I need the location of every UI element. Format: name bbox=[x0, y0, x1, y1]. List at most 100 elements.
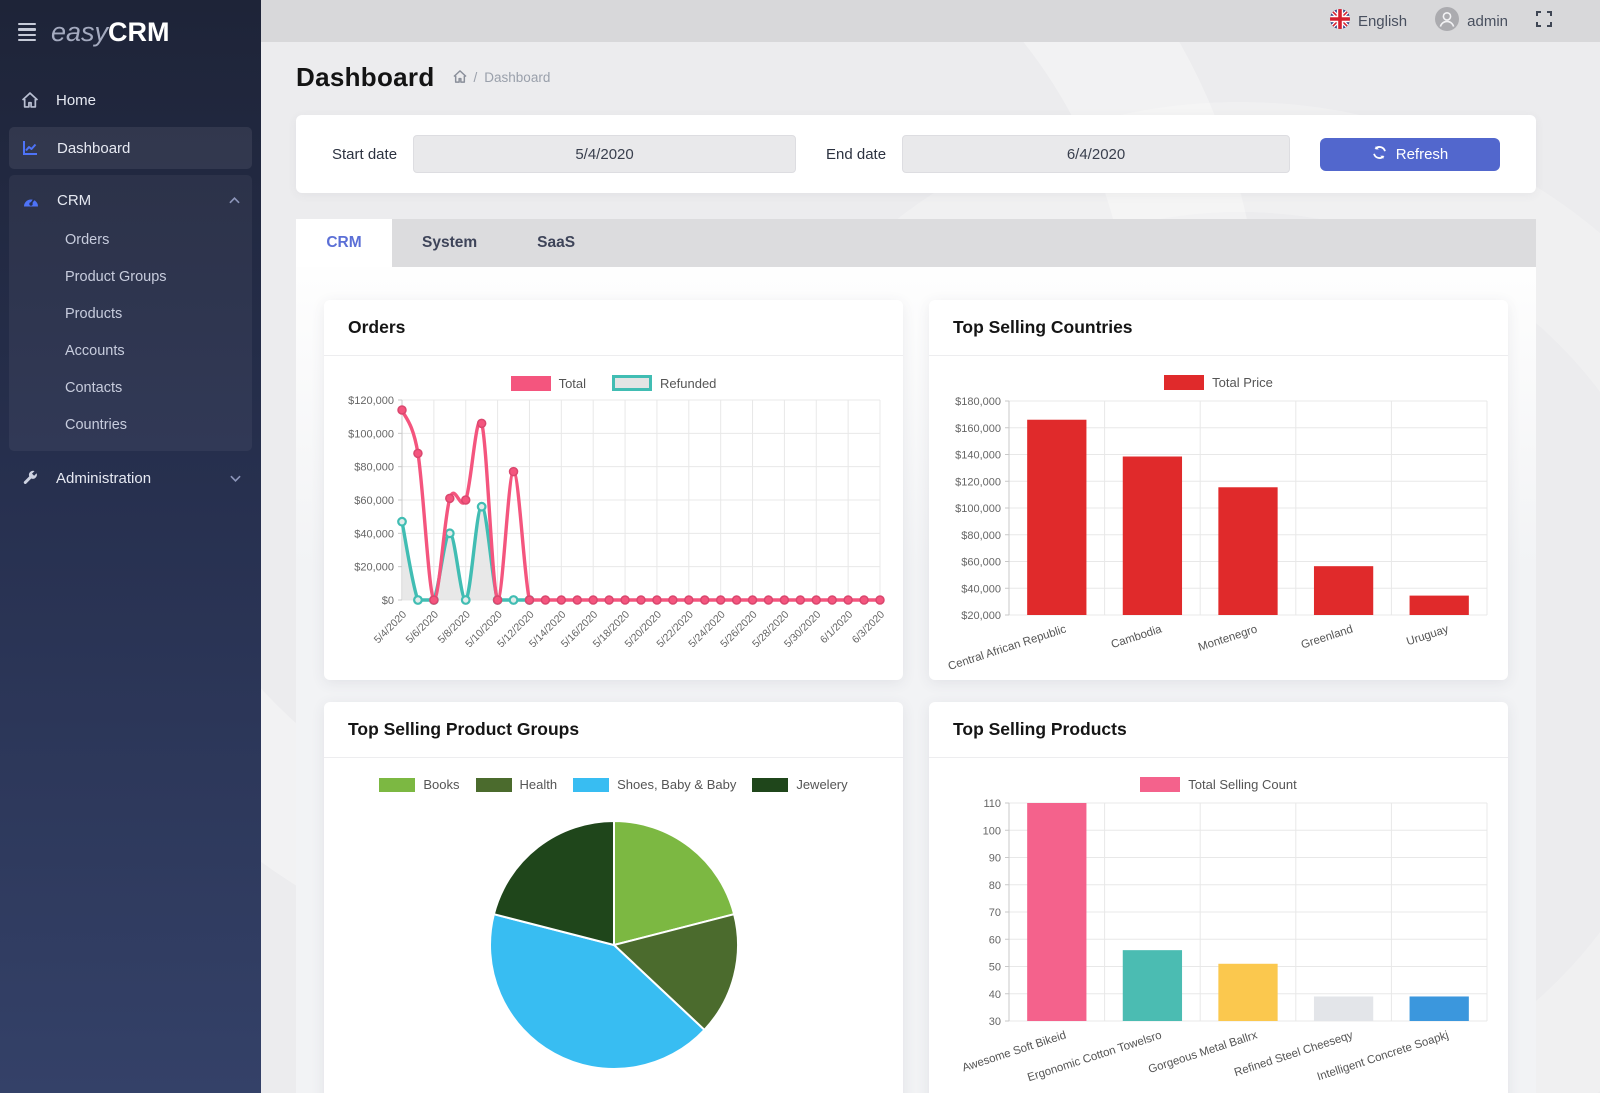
total-swatch bbox=[510, 375, 551, 391]
svg-text:$80,000: $80,000 bbox=[961, 530, 1001, 542]
content: Dashboard / Dashboard Start date End dat… bbox=[261, 42, 1600, 1093]
tab-system[interactable]: System bbox=[422, 234, 478, 251]
svg-text:$120,000: $120,000 bbox=[348, 395, 394, 407]
sidebar-item-label: Administration bbox=[56, 469, 152, 487]
orders-legend: Total Refunded bbox=[334, 375, 893, 391]
svg-text:6/1/2020: 6/1/2020 bbox=[817, 609, 854, 646]
svg-text:5/4/2020: 5/4/2020 bbox=[371, 609, 408, 646]
svg-text:80: 80 bbox=[988, 880, 1000, 892]
legend-item-total-price[interactable]: Total Price bbox=[1164, 375, 1273, 390]
chevron-down-icon bbox=[230, 475, 241, 482]
sidebar-item-label: Home bbox=[56, 91, 97, 109]
countries-bar-chart: $20,000 $40,000 $60,000 $80,000 $100,000 $120… bbox=[939, 391, 1498, 673]
svg-text:$180,000: $180,000 bbox=[955, 396, 1001, 408]
sidebar-subitem-accounts[interactable]: Accounts bbox=[65, 342, 125, 359]
tab-content: Orders Total Refunded $0 $20,000 $40,000 $6… bbox=[296, 267, 1536, 1093]
legend-item-refunded[interactable]: Refunded bbox=[612, 375, 716, 391]
wrench-icon bbox=[20, 470, 39, 486]
svg-text:$60,000: $60,000 bbox=[354, 495, 394, 507]
svg-text:$0: $0 bbox=[381, 595, 393, 607]
svg-text:90: 90 bbox=[988, 853, 1000, 865]
app-logo[interactable]: easyCRM bbox=[51, 17, 170, 47]
orders-card: Orders Total Refunded $0 $20,000 $40,000 $6… bbox=[324, 300, 903, 680]
chart-line-icon bbox=[21, 140, 40, 156]
card-title: Top Selling Countries bbox=[953, 317, 1133, 337]
top-selling-products-card: Top Selling Products Total Selling Count… bbox=[929, 702, 1508, 1093]
svg-text:$100,000: $100,000 bbox=[955, 503, 1001, 515]
hamburger-menu-icon[interactable] bbox=[18, 22, 36, 42]
health-swatch bbox=[475, 777, 512, 792]
svg-text:$60,000: $60,000 bbox=[961, 557, 1001, 569]
legend-item-shoes-baby[interactable]: Shoes, Baby & Baby bbox=[573, 777, 736, 792]
card-title: Orders bbox=[348, 317, 406, 337]
svg-text:5/6/2020: 5/6/2020 bbox=[403, 609, 440, 646]
svg-text:70: 70 bbox=[988, 907, 1000, 919]
sidebar-group-crm: CRM Orders Product Groups Products Accou… bbox=[9, 175, 252, 451]
logo-prefix: easy bbox=[51, 17, 109, 47]
legend-item-books[interactable]: Books bbox=[379, 777, 460, 792]
breadcrumb-current: Dashboard bbox=[484, 70, 551, 85]
user-menu[interactable]: admin bbox=[1435, 7, 1508, 35]
jewelery-swatch bbox=[752, 777, 789, 792]
top-selling-product-groups-card: Top Selling Product Groups Books Health bbox=[324, 702, 903, 1093]
svg-text:30: 30 bbox=[988, 1016, 1000, 1028]
svg-text:$160,000: $160,000 bbox=[955, 423, 1001, 435]
card-title: Top Selling Product Groups bbox=[348, 719, 580, 739]
legend-item-health[interactable]: Health bbox=[475, 777, 557, 792]
end-date-input[interactable] bbox=[902, 135, 1290, 173]
svg-text:6/3/2020: 6/3/2020 bbox=[849, 609, 886, 646]
books-swatch bbox=[379, 777, 416, 792]
avatar bbox=[1435, 7, 1460, 35]
svg-text:$140,000: $140,000 bbox=[955, 450, 1001, 462]
language-label: English bbox=[1357, 12, 1408, 30]
sidebar-subitem-product-groups[interactable]: Product Groups bbox=[65, 268, 167, 285]
sidebar-subitem-orders[interactable]: Orders bbox=[65, 231, 110, 248]
svg-text:50: 50 bbox=[988, 962, 1000, 974]
products-bar-chart: 30 40 50 60 70 80 90 100 110 Awesome Soft Bikeid E… bbox=[939, 793, 1498, 1093]
uk-flag-icon bbox=[1329, 9, 1350, 33]
svg-text:$120,000: $120,000 bbox=[955, 476, 1001, 488]
page-title: Dashboard bbox=[296, 62, 435, 92]
sidebar-item-administration[interactable]: Administration bbox=[0, 457, 261, 499]
countries-legend: Total Price bbox=[939, 375, 1498, 390]
total-price-swatch bbox=[1164, 375, 1205, 390]
sidebar-item-dashboard[interactable]: Dashboard bbox=[9, 127, 252, 169]
legend-item-jewelery[interactable]: Jewelery bbox=[752, 777, 848, 792]
sidebar-nav: Home Dashboard CRM Orders Product Gro bbox=[0, 61, 261, 499]
fullscreen-button[interactable] bbox=[1536, 11, 1552, 31]
tab-crm[interactable]: CRM bbox=[296, 219, 392, 267]
logo-suffix: CRM bbox=[108, 17, 170, 47]
fullscreen-icon bbox=[1536, 11, 1552, 31]
product-groups-legend: Books Health Shoes, Baby & Baby Jew bbox=[334, 777, 893, 792]
svg-text:100: 100 bbox=[982, 825, 1000, 837]
svg-text:40: 40 bbox=[988, 989, 1000, 1001]
sidebar-subitem-contacts[interactable]: Contacts bbox=[65, 379, 123, 396]
sidebar-subitem-countries[interactable]: Countries bbox=[65, 416, 128, 433]
tab-saas[interactable]: SaaS bbox=[537, 234, 576, 251]
svg-text:$40,000: $40,000 bbox=[961, 583, 1001, 595]
svg-text:$100,000: $100,000 bbox=[348, 428, 394, 440]
total-selling-count-swatch bbox=[1140, 777, 1181, 792]
legend-item-total[interactable]: Total bbox=[510, 375, 586, 391]
refresh-button[interactable]: Refresh bbox=[1320, 137, 1500, 171]
language-selector[interactable]: English bbox=[1329, 9, 1408, 33]
sidebar-item-crm[interactable]: CRM bbox=[9, 179, 252, 221]
topbar: English admin bbox=[261, 0, 1600, 42]
top-selling-countries-card: Top Selling Countries Total Price $20,00… bbox=[929, 300, 1508, 680]
svg-text:Central African Republic: Central African Republic bbox=[946, 623, 1067, 673]
breadcrumb-home-icon[interactable] bbox=[452, 69, 467, 86]
start-date-input[interactable] bbox=[413, 135, 796, 173]
page-head: Dashboard / Dashboard bbox=[296, 62, 1536, 93]
start-date-label: Start date bbox=[332, 145, 398, 163]
logo-row: easyCRM bbox=[0, 0, 261, 61]
sidebar-subitem-products[interactable]: Products bbox=[65, 305, 123, 322]
home-icon bbox=[20, 92, 39, 108]
svg-text:Montenegro: Montenegro bbox=[1196, 623, 1258, 653]
dashboard-tabs: CRM System SaaS bbox=[296, 219, 1536, 267]
svg-text:Uruguay: Uruguay bbox=[1405, 623, 1450, 648]
legend-item-total-selling-count[interactable]: Total Selling Count bbox=[1140, 777, 1297, 792]
svg-text:$20,000: $20,000 bbox=[961, 610, 1001, 622]
sidebar-item-home[interactable]: Home bbox=[0, 79, 261, 121]
svg-text:Cambodia: Cambodia bbox=[1109, 623, 1163, 651]
products-legend: Total Selling Count bbox=[939, 777, 1498, 792]
